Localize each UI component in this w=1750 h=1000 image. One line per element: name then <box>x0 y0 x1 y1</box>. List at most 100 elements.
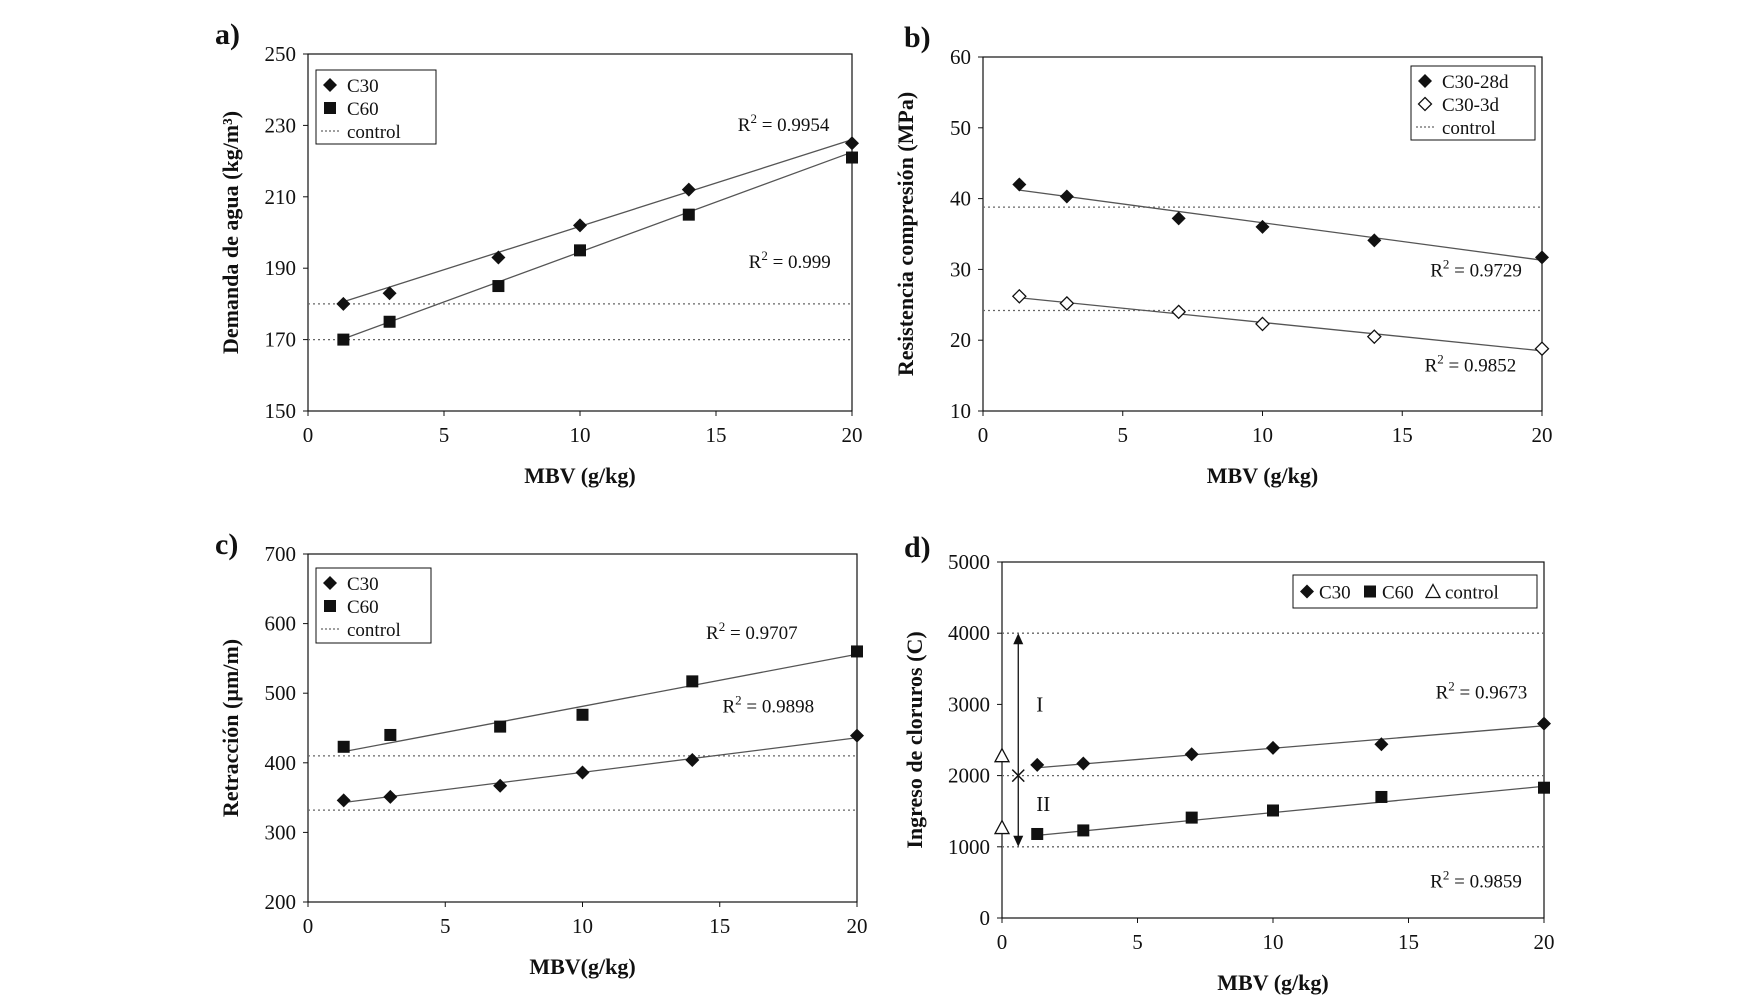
legend-label: C60 <box>347 99 379 120</box>
y-tick-label: 4000 <box>948 621 990 645</box>
data-point-c60 <box>574 244 586 257</box>
data-point-c30-28d <box>1059 189 1074 204</box>
legend-box <box>1410 65 1536 141</box>
r2-label: R2 = 0.9852 <box>1425 351 1517 376</box>
trend-line-c30 <box>343 139 853 303</box>
legend-marker-c30 <box>1300 584 1314 599</box>
r2-label: R2 = 0.9859 <box>1430 867 1522 892</box>
y-tick-label: 230 <box>265 113 297 137</box>
data-point-c30 <box>1076 756 1091 771</box>
x-tick-label: 15 <box>709 914 730 938</box>
y-tick-label: 50 <box>950 116 971 140</box>
data-point-c60 <box>1267 804 1279 817</box>
data-point-c60 <box>383 315 396 328</box>
data-point-c30 <box>1184 747 1199 762</box>
data-point-c60 <box>494 720 507 733</box>
y-tick-label: 2000 <box>948 764 990 788</box>
r2-label: R2 = 0.9673 <box>1436 679 1528 704</box>
zone-label-ii: II <box>1036 792 1050 816</box>
data-point-c30-3d <box>1059 295 1075 311</box>
y-tick-label: 600 <box>265 612 297 636</box>
x-axis-label: MBV (g/kg) <box>524 463 635 488</box>
legend-marker-c30-3d <box>1417 96 1433 112</box>
legend-marker-c60 <box>1364 585 1376 598</box>
trend-line-c60 <box>343 151 853 340</box>
data-point-c30 <box>575 765 590 780</box>
data-point-c30-3d <box>1366 329 1382 345</box>
x-tick-label: 5 <box>440 914 451 938</box>
r2-label: R2 = 0.9954 <box>738 111 830 136</box>
chart-panel-d: d) 0 5 10 15 20 0 1000 2000 3000 4000 5000 MBV (g/kg… <box>902 531 1555 995</box>
trend-line-c60 <box>343 653 858 753</box>
data-point-c60 <box>384 728 397 741</box>
data-point-c30-3d <box>1171 304 1187 320</box>
y-tick-label: 300 <box>265 820 297 844</box>
x-tick-label: 20 <box>842 423 863 447</box>
y-tick-label: 150 <box>265 399 297 423</box>
x-axis-label: MBV(g/kg) <box>529 954 635 979</box>
x-tick-label: 20 <box>847 914 868 938</box>
x-tick-label: 10 <box>1263 930 1284 954</box>
data-point-c30 <box>845 136 859 151</box>
data-point-c30 <box>383 789 398 804</box>
y-tick-label: 400 <box>265 751 297 775</box>
data-point-c60 <box>492 280 505 293</box>
legend-label: C60 <box>347 597 379 618</box>
y-tick-label: 5000 <box>948 550 990 574</box>
data-point-c60 <box>1375 790 1388 803</box>
data-point-c60 <box>1031 827 1044 840</box>
data-point-c30 <box>685 753 700 768</box>
trend-line-c30-3d <box>1019 297 1543 352</box>
y-tick-label: 20 <box>950 328 971 352</box>
legend-label: control <box>347 122 401 143</box>
data-point-c60 <box>337 740 350 753</box>
data-point-c30 <box>491 250 506 265</box>
x-tick-label: 10 <box>572 914 593 938</box>
data-point-c30 <box>1374 737 1389 752</box>
x-tick-label: 15 <box>1398 930 1419 954</box>
trend-line-c60 <box>1037 785 1545 837</box>
data-point-c60 <box>1185 811 1198 824</box>
data-point-c60 <box>682 208 695 221</box>
data-point-c60 <box>337 333 350 346</box>
y-tick-label: 500 <box>265 681 297 705</box>
legend-label: C30-3d <box>1442 95 1500 116</box>
legend-marker-c30 <box>323 78 337 92</box>
y-axis-label: Ingreso de cloruros (C) <box>902 631 927 848</box>
x-tick-label: 10 <box>570 423 591 447</box>
data-point-control <box>993 819 1011 835</box>
data-point-c60 <box>686 675 699 688</box>
y-tick-label: 190 <box>265 256 297 280</box>
chart-panel-a: a) 0 5 10 15 20 150 170 190 210 230 250 MBV (g/kg) De… <box>215 18 863 488</box>
panel-label: b) <box>904 21 931 54</box>
data-point-c60 <box>851 645 863 658</box>
legend-marker-c30-28d <box>1418 74 1432 88</box>
y-tick-label: 30 <box>950 257 971 281</box>
y-tick-label: 1000 <box>948 835 990 859</box>
legend-label: C30 <box>347 574 379 595</box>
y-tick-label: 0 <box>980 906 991 930</box>
data-point-c30 <box>336 296 351 311</box>
r2-label: R2 = 0.999 <box>749 248 831 273</box>
y-tick-label: 60 <box>950 45 971 69</box>
x-tick-label: 5 <box>1132 930 1143 954</box>
panel-label: d) <box>904 531 931 564</box>
y-tick-label: 170 <box>265 328 297 352</box>
data-point-c60 <box>576 708 589 721</box>
data-point-c30 <box>493 778 508 793</box>
legend-label: C30 <box>347 76 379 97</box>
r2-label: R2 = 0.9898 <box>722 693 814 718</box>
data-point-c60 <box>1538 781 1550 794</box>
x-tick-label: 20 <box>1532 423 1553 447</box>
data-point-c30-3d <box>1534 341 1550 357</box>
r2-label: R2 = 0.9729 <box>1430 256 1522 281</box>
y-tick-label: 200 <box>265 890 297 914</box>
legend-label: control <box>1442 118 1496 139</box>
y-tick-label: 210 <box>265 185 297 209</box>
data-point-c60 <box>1077 824 1090 837</box>
data-point-c30-3d <box>1011 288 1027 304</box>
legend-label: C30-28d <box>1442 72 1509 93</box>
